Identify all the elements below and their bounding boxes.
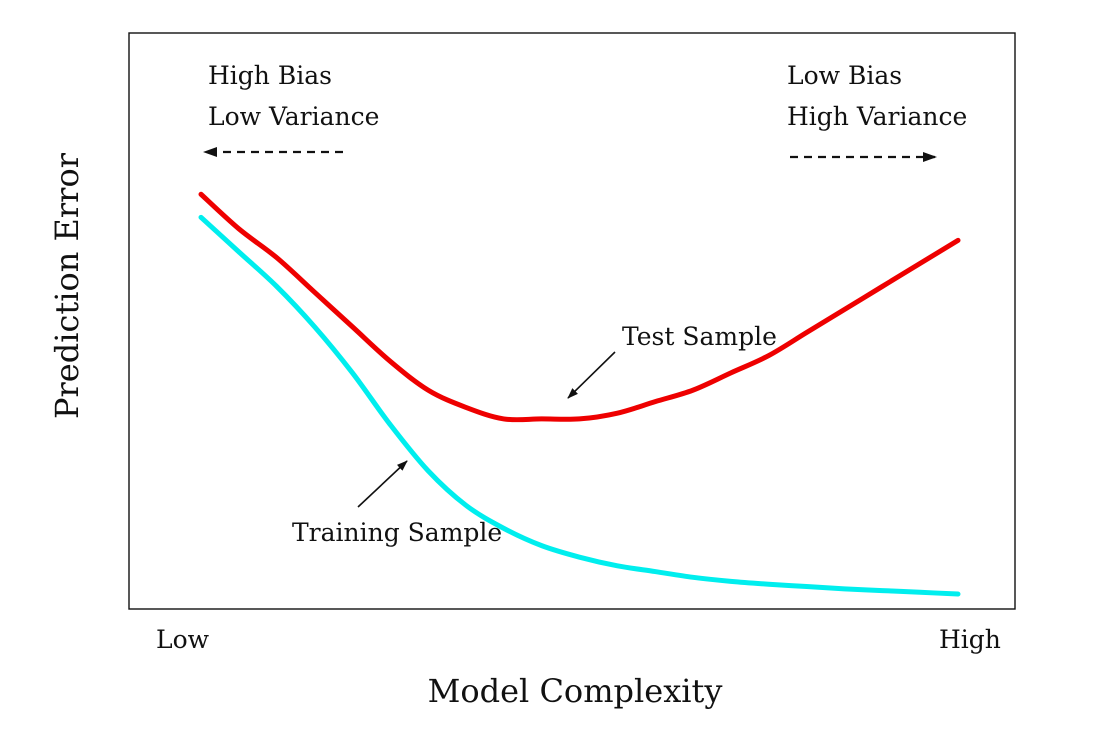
training-sample-line (198, 214, 961, 597)
left-region-label-line2: Low Variance (208, 102, 379, 131)
test-sample-pointer (567, 351, 616, 399)
right-region-label-line2: High Variance (787, 102, 967, 131)
x-tick-high: High (939, 625, 1001, 654)
training-sample-label: Training Sample (292, 518, 502, 547)
y-axis-title: Prediction Error (48, 152, 86, 419)
left-region-label-line1: High Bias (208, 61, 332, 90)
x-tick-low: Low (156, 625, 210, 654)
x-axis-title: Model Complexity (428, 672, 723, 710)
test-sample-label: Test Sample (622, 322, 777, 351)
plot-frame (128, 32, 1016, 610)
right-region-label-line1: Low Bias (787, 61, 902, 90)
test-sample-line (198, 191, 961, 423)
training-sample-pointer (357, 460, 408, 508)
